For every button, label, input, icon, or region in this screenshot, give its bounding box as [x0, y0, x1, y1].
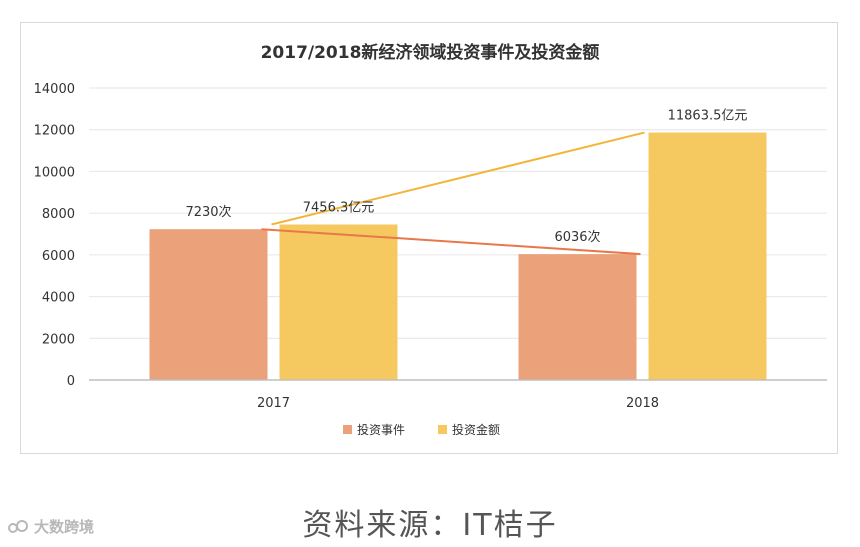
- chart-title: 2017/2018新经济领域投资事件及投资金额: [261, 42, 600, 63]
- trend-line-投资事件: [261, 228, 641, 256]
- y-tick-label: 6000: [42, 249, 75, 264]
- watermark-text: 大数跨境: [34, 518, 95, 536]
- y-tick-label: 4000: [42, 291, 75, 306]
- data-label: 11863.5亿元: [668, 109, 748, 124]
- data-label: 7456.3亿元: [303, 200, 375, 215]
- label-layer: 7230次 6036次 7456.3亿元 11863.5亿元: [185, 109, 747, 246]
- bar-layer: [149, 132, 767, 380]
- x-tick-label: 2018: [626, 396, 659, 411]
- watermark: 大数跨境: [8, 516, 94, 537]
- legend: 投资事件 投资金额: [343, 422, 500, 437]
- y-tick-label: 0: [67, 374, 75, 389]
- bar-投资事件-2017: [149, 229, 268, 380]
- y-tick-label: 14000: [34, 82, 75, 97]
- source-note: 资料来源：IT桔子: [302, 508, 558, 543]
- bar-投资金额-2018: [648, 132, 767, 380]
- bar-投资事件-2018: [518, 254, 637, 380]
- y-tick-label: 2000: [42, 332, 75, 347]
- watermark-logo-icon: [8, 519, 28, 533]
- chart-frame: 2017/2018新经济领域投资事件及投资金额 7230次 6036次 7456.3…: [20, 22, 838, 454]
- data-label: 7230次: [185, 204, 231, 220]
- legend-label: 投资事件: [357, 422, 405, 437]
- trend-line-投资金额: [271, 131, 645, 226]
- chart-svg: 2017/2018新经济领域投资事件及投资金额 7230次 6036次 7456.3…: [34, 42, 827, 437]
- data-label: 6036次: [554, 229, 600, 245]
- y-tick-label: 10000: [34, 165, 75, 180]
- axis-layer: 0 2000 4000 6000 8000 10000 12000 14000 2017 2018: [34, 82, 827, 411]
- legend-swatch: [438, 425, 447, 434]
- y-tick-label: 8000: [42, 207, 75, 222]
- line-layer: [261, 131, 645, 256]
- legend-label: 投资金额: [452, 422, 500, 437]
- y-tick-label: 12000: [34, 124, 75, 139]
- legend-swatch: [343, 425, 352, 434]
- x-tick-label: 2017: [257, 396, 290, 411]
- bar-投资金额-2017: [279, 224, 398, 380]
